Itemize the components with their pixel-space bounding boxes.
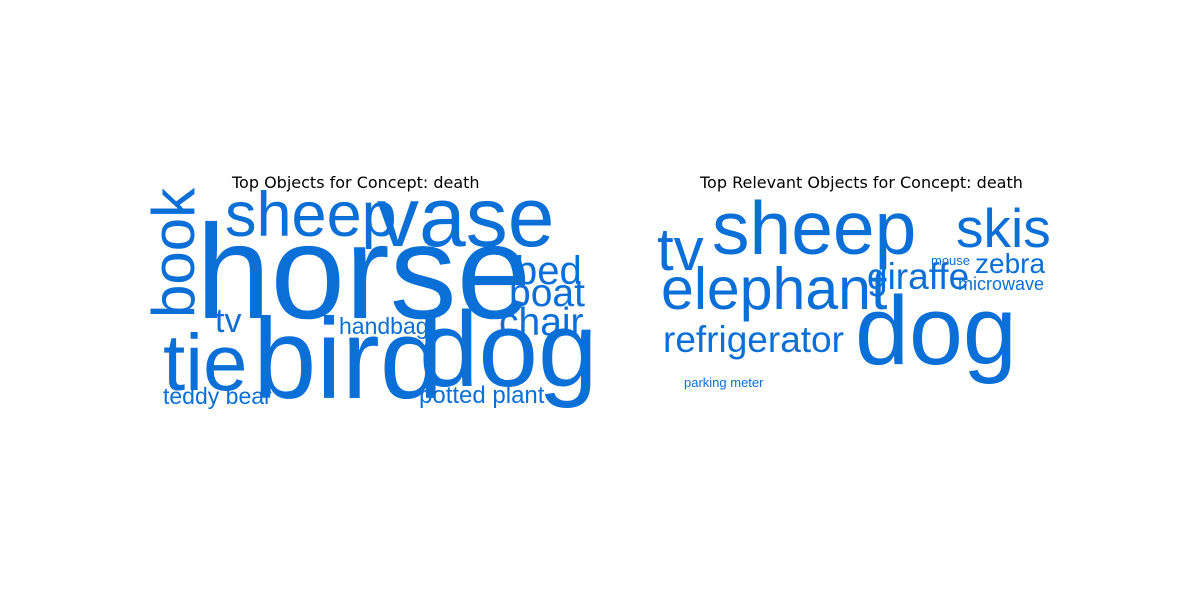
chart-title: Top Objects for Concept: death xyxy=(232,173,480,192)
word-teddy-bear: teddy bear xyxy=(163,383,272,409)
word-tv: tv xyxy=(215,302,241,340)
word-boat: boat xyxy=(509,272,585,315)
word-parking-meter: parking meter xyxy=(684,375,764,390)
word-sheep: sheep xyxy=(225,180,397,250)
word-bird: bird xyxy=(253,296,443,423)
word-microwave: microwave xyxy=(958,274,1044,294)
word-potted-plant: potted plant xyxy=(419,382,545,409)
word-zebra: zebra xyxy=(975,248,1045,279)
word-book: book xyxy=(140,187,207,318)
word-mouse: mouse xyxy=(931,253,970,268)
chart-title: Top Relevant Objects for Concept: death xyxy=(700,173,1023,192)
word-bed: bed xyxy=(515,249,582,293)
word-skis: skis xyxy=(956,197,1051,259)
word-horse: horse xyxy=(196,198,531,347)
word-vase: vase xyxy=(377,170,554,264)
word-elephant: elephant xyxy=(661,256,887,322)
word-dog: dog xyxy=(855,276,1017,385)
word-dog: dog xyxy=(419,289,598,409)
word-tie: tie xyxy=(163,318,248,407)
word-chair: chair xyxy=(499,301,584,344)
word-tv: tv xyxy=(657,216,704,283)
word-giraffe: giraffe xyxy=(867,256,969,297)
word-handbag: handbag xyxy=(339,313,429,339)
word-refrigerator: refrigerator xyxy=(663,319,844,360)
word-sheep: sheep xyxy=(712,186,916,270)
